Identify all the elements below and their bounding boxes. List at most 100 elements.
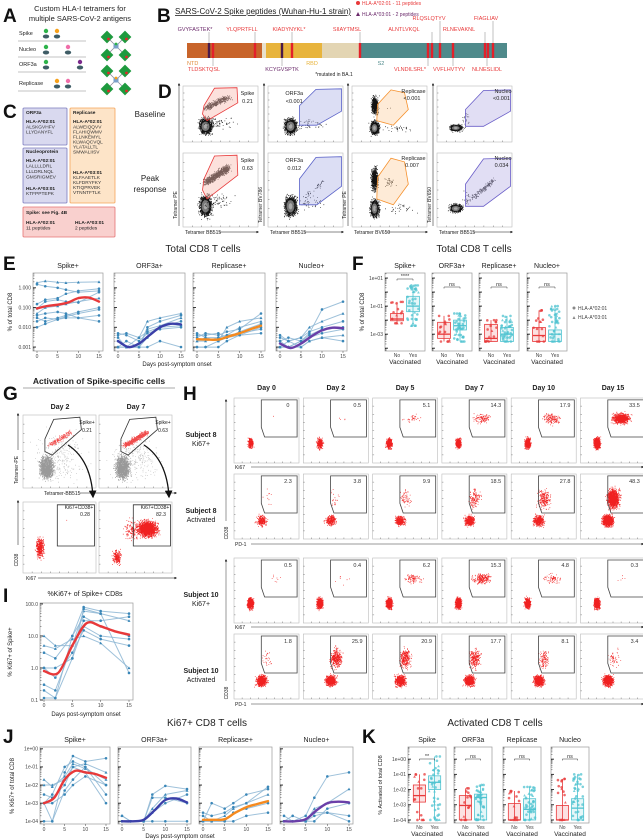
legend-label: HLA-A*02:01 — [578, 306, 607, 312]
day-header: Day 10 — [532, 385, 555, 392]
data-point-a0201 — [482, 783, 485, 787]
trend-curve — [42, 620, 131, 676]
data-point-a0201 — [572, 773, 576, 776]
data-point-a0201 — [462, 317, 466, 320]
hla-allele: HLA-A*02:01 — [26, 119, 55, 125]
gate — [399, 399, 437, 438]
spike-domain-segment — [262, 43, 266, 58]
line-plot-i: 100.0 10.0 1.0 0.1 0 5 10 15 — [25, 602, 134, 709]
data-point-a0201 — [512, 818, 515, 822]
data-point-a0201 — [550, 309, 554, 312]
data-point-a0201 — [463, 801, 466, 804]
data-point-a0201 — [550, 332, 554, 336]
data-point-a0201 — [439, 340, 443, 343]
y-axis-label: % of total CD8 — [360, 292, 366, 331]
data-point-a0201 — [217, 345, 220, 349]
flow-events — [37, 452, 56, 482]
gate-value: 17.9 — [560, 403, 571, 409]
data-point-a0301 — [455, 319, 459, 323]
gate — [202, 87, 239, 122]
y-axis-label: % of total CD8 — [8, 292, 14, 331]
fluorophore-icon — [114, 42, 118, 46]
y-tick-label: 1e-01 — [370, 304, 383, 310]
data-point-a0201 — [422, 818, 425, 822]
data-point-a0201 — [195, 333, 199, 337]
gate-value: 0.21 — [242, 99, 253, 105]
data-point-a0201 — [82, 607, 85, 611]
data-point-a0201 — [532, 789, 536, 793]
data-point-a0201 — [556, 304, 560, 308]
plot-frame — [436, 85, 513, 143]
data-point-a0301 — [417, 290, 420, 294]
flow-events — [463, 513, 476, 528]
data-point-a0201 — [266, 785, 270, 789]
data-point-a0201 — [164, 819, 167, 823]
data-point-a0201 — [291, 814, 294, 818]
data-point-a0301 — [468, 804, 472, 807]
data-point-a0201 — [465, 787, 469, 790]
plot-frame — [113, 272, 186, 352]
line-plot-j-0: 1e+00 1e-01 1e-02 1e-03 1e-04 0 5 10 15 — [24, 747, 111, 833]
significance-label: ns — [496, 282, 502, 288]
gate — [260, 475, 298, 514]
box-yes — [427, 755, 442, 822]
data-point-a0301 — [104, 778, 108, 781]
flow-events — [454, 596, 463, 611]
data-point-a0201 — [428, 761, 432, 765]
data-point-a0201 — [501, 338, 505, 341]
data-point-a0301 — [512, 804, 516, 808]
gate-value: 0.3 — [631, 563, 639, 569]
peptide-label: GVYFASTEK* — [178, 27, 214, 33]
antigen-row-label: Replicase — [19, 81, 43, 87]
data-point-a0201 — [524, 806, 527, 809]
data-point-a0201 — [308, 333, 311, 337]
flow-events — [135, 518, 161, 539]
panel-f-boxes: Total CD8 T cells Spike+ 1e+01 1e-01 1e-03 No… — [360, 244, 607, 366]
plot-frame — [580, 557, 643, 624]
data-point-a0201 — [116, 331, 120, 335]
group-label-no: No — [394, 353, 401, 359]
data-point-a0201 — [530, 793, 533, 796]
flow-events — [542, 413, 561, 427]
data-point-a0201 — [526, 810, 530, 813]
data-point-a0301 — [266, 793, 270, 796]
row-label-type: Ki67+ — [192, 601, 210, 608]
peptide-mark-a0201 — [253, 43, 257, 58]
peptide-sequence: FLAHIQWMV — [73, 130, 103, 136]
data-point-a0201 — [553, 304, 557, 308]
plot-frame — [502, 746, 542, 824]
panel-b-title: SARS-CoV-2 Spike peptides (Wuhan-Hu-1 st… — [175, 7, 351, 16]
data-point-a0201 — [415, 810, 419, 814]
plot-frame — [98, 414, 173, 489]
peptide-dot-icon — [54, 78, 60, 84]
data-point-a0201 — [137, 339, 141, 343]
data-point-a0301 — [259, 316, 263, 320]
data-point-a0201 — [97, 289, 101, 293]
data-point-a0201 — [515, 816, 519, 819]
peptide-count: 2 peptides — [75, 226, 98, 232]
panel-label-d: D — [158, 82, 172, 103]
data-point-a0301 — [278, 345, 282, 349]
data-point-a0301 — [395, 321, 399, 325]
x-axis-label: Ki67 — [235, 625, 245, 631]
data-point-a0201 — [452, 312, 456, 315]
data-point-a0201 — [42, 793, 46, 796]
data-point-a0201 — [579, 815, 583, 819]
data-point-a0201 — [99, 619, 102, 622]
density-core — [288, 203, 293, 210]
data-point-a0301 — [347, 787, 351, 791]
panel-label-c: C — [3, 102, 17, 123]
gate-value: 6.2 — [423, 563, 431, 569]
panel-label-e: E — [3, 254, 16, 275]
day-label: Day 7 — [127, 404, 146, 411]
peptide-sequence: LALLLLDRL — [26, 164, 52, 170]
x-tick-label: 0 — [283, 827, 286, 833]
data-point-a0201 — [410, 324, 414, 328]
data-point-a0201 — [42, 666, 46, 670]
data-point-a0201 — [437, 314, 441, 318]
gating-arrow-icon — [143, 444, 173, 499]
gate — [607, 635, 643, 674]
peptide-label: RLNEVAKNL — [443, 27, 475, 33]
